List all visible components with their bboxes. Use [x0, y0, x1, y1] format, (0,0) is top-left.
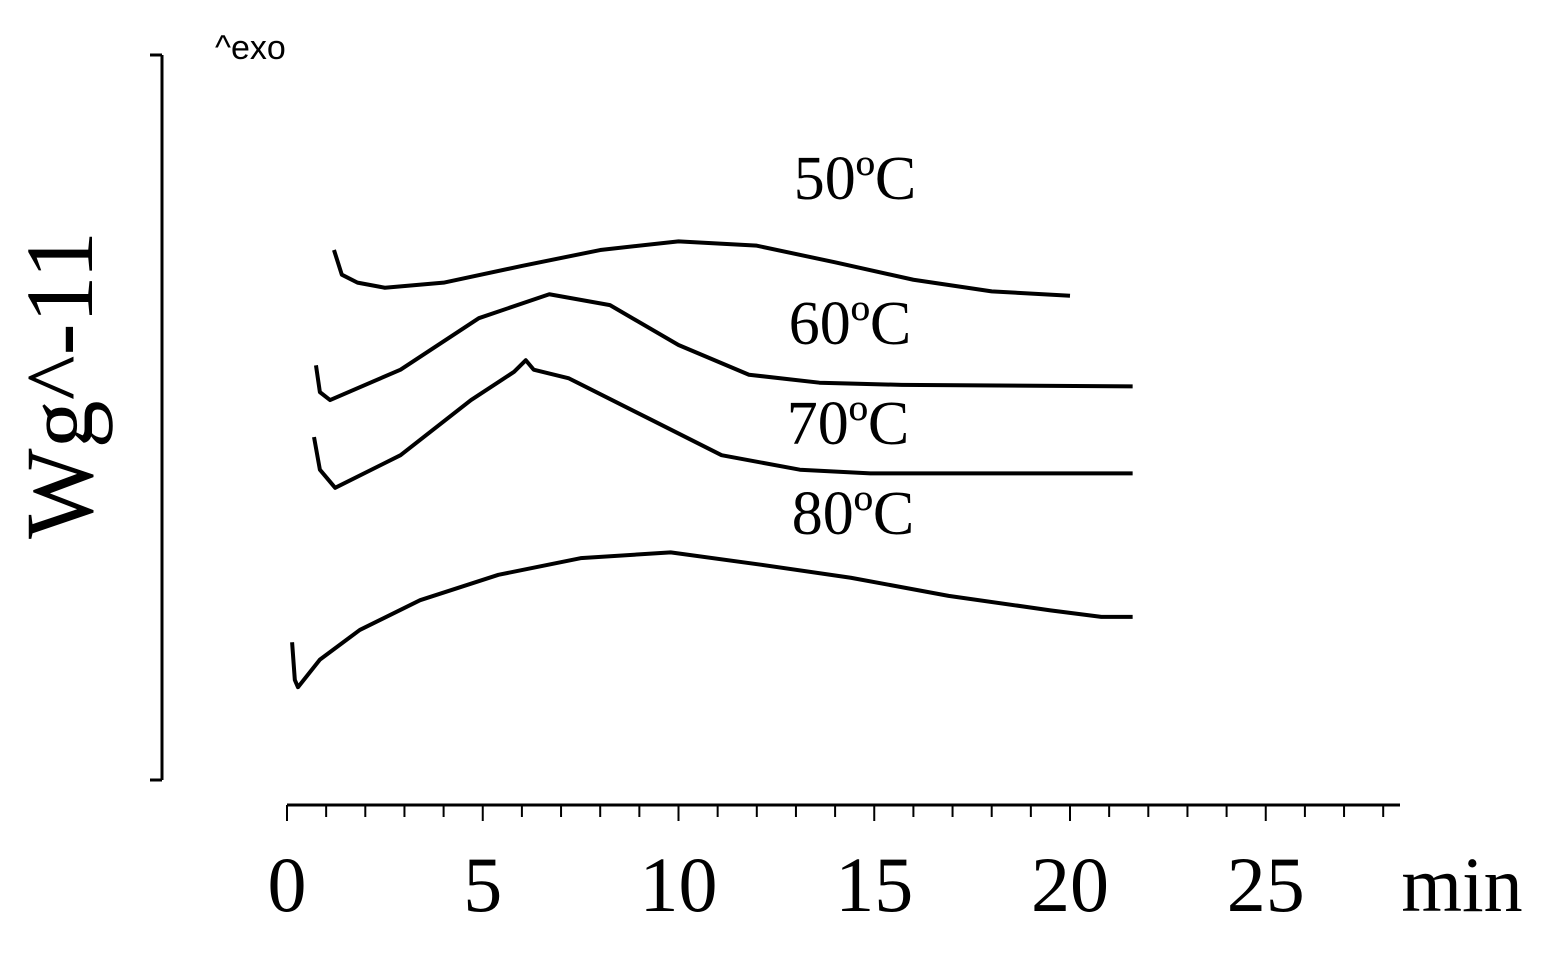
series-label: 50ºC [794, 145, 917, 213]
curve [313, 292, 1133, 403]
x-tick-label: 10 [640, 841, 718, 928]
curve [290, 550, 1133, 690]
series-label: 60ºC [789, 290, 912, 358]
curve [332, 239, 1071, 298]
series-label: 80ºC [792, 480, 915, 548]
series-label: 70ºC [787, 390, 910, 458]
x-tick-label: 0 [268, 841, 307, 928]
x-tick-label: 20 [1031, 841, 1109, 928]
x-axis-label: min [1401, 841, 1522, 928]
exo-annotation: ^exo [215, 29, 286, 67]
y-axis-label: Wg^-11 [6, 231, 113, 539]
x-tick-label: 15 [835, 841, 913, 928]
curve [312, 358, 1133, 490]
x-tick-label: 25 [1227, 841, 1305, 928]
x-tick-label: 5 [463, 841, 502, 928]
